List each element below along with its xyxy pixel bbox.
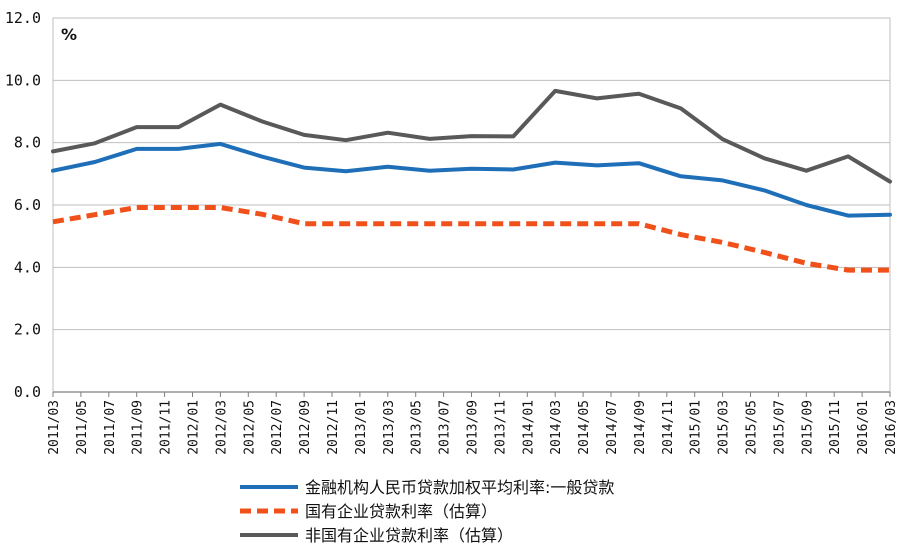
y-tick-label: 4.0 <box>14 258 41 276</box>
y-tick-label: 12.0 <box>5 9 41 27</box>
series-line-1 <box>51 141 892 218</box>
x-tick-label: 2011/09 <box>131 400 146 455</box>
x-tick-label: 2012/07 <box>270 400 285 455</box>
x-tick-label: 2015/11 <box>828 400 843 455</box>
y-tick-label: 6.0 <box>14 196 41 214</box>
x-tick-label: 2012/03 <box>214 400 229 455</box>
x-tick-label: 2015/03 <box>717 400 732 455</box>
legend-label-2: 国有企业贷款利率（估算） <box>305 502 497 521</box>
x-tick-label: 2013/05 <box>410 400 425 455</box>
x-tick-label: 2011/11 <box>159 400 174 455</box>
x-tick-label: 2014/05 <box>577 400 592 455</box>
x-tick-label: 2013/09 <box>466 400 481 455</box>
series-line-3 <box>51 88 892 184</box>
legend-label-1: 金融机构人民币贷款加权平均利率:一般贷款 <box>305 478 614 497</box>
x-tick-label: 2012/01 <box>187 400 202 455</box>
x-tick-label: 2016/01 <box>856 400 871 455</box>
x-tick-label: 2015/07 <box>772 400 787 455</box>
x-tick-label: 2011/03 <box>47 400 62 455</box>
x-tick-label: 2013/11 <box>493 400 508 455</box>
unit-label: % <box>61 25 77 44</box>
y-tick-label: 8.0 <box>14 134 41 152</box>
x-tick-label: 2016/03 <box>884 400 899 455</box>
x-tick-label: 2013/07 <box>438 400 453 455</box>
x-tick-label: 2012/09 <box>298 400 313 455</box>
x-tick-label: 2013/01 <box>354 400 369 455</box>
y-tick-label: 10.0 <box>5 71 41 89</box>
x-tick-label: 2011/07 <box>103 400 118 455</box>
x-tick-label: 2014/09 <box>633 400 648 455</box>
x-tick-label: 2013/03 <box>382 400 397 455</box>
x-tick-label: 2015/09 <box>800 400 815 455</box>
x-tick-label: 2014/07 <box>605 400 620 455</box>
y-tick-label: 2.0 <box>14 321 41 339</box>
y-tick-label: 0.0 <box>14 383 41 401</box>
x-tick-label: 2014/11 <box>661 400 676 455</box>
x-tick-label: 2015/05 <box>745 400 760 455</box>
x-tick-label: 2011/05 <box>75 400 90 455</box>
x-tick-label: 2015/01 <box>689 400 704 455</box>
x-tick-label: 2014/03 <box>549 400 564 455</box>
series-line-2 <box>52 205 890 273</box>
x-tick-label: 2014/01 <box>521 400 536 455</box>
x-tick-label: 2012/11 <box>326 400 341 455</box>
x-tick-label: 2012/05 <box>242 400 257 455</box>
legend-label-3: 非国有企业贷款利率（估算） <box>305 526 513 545</box>
